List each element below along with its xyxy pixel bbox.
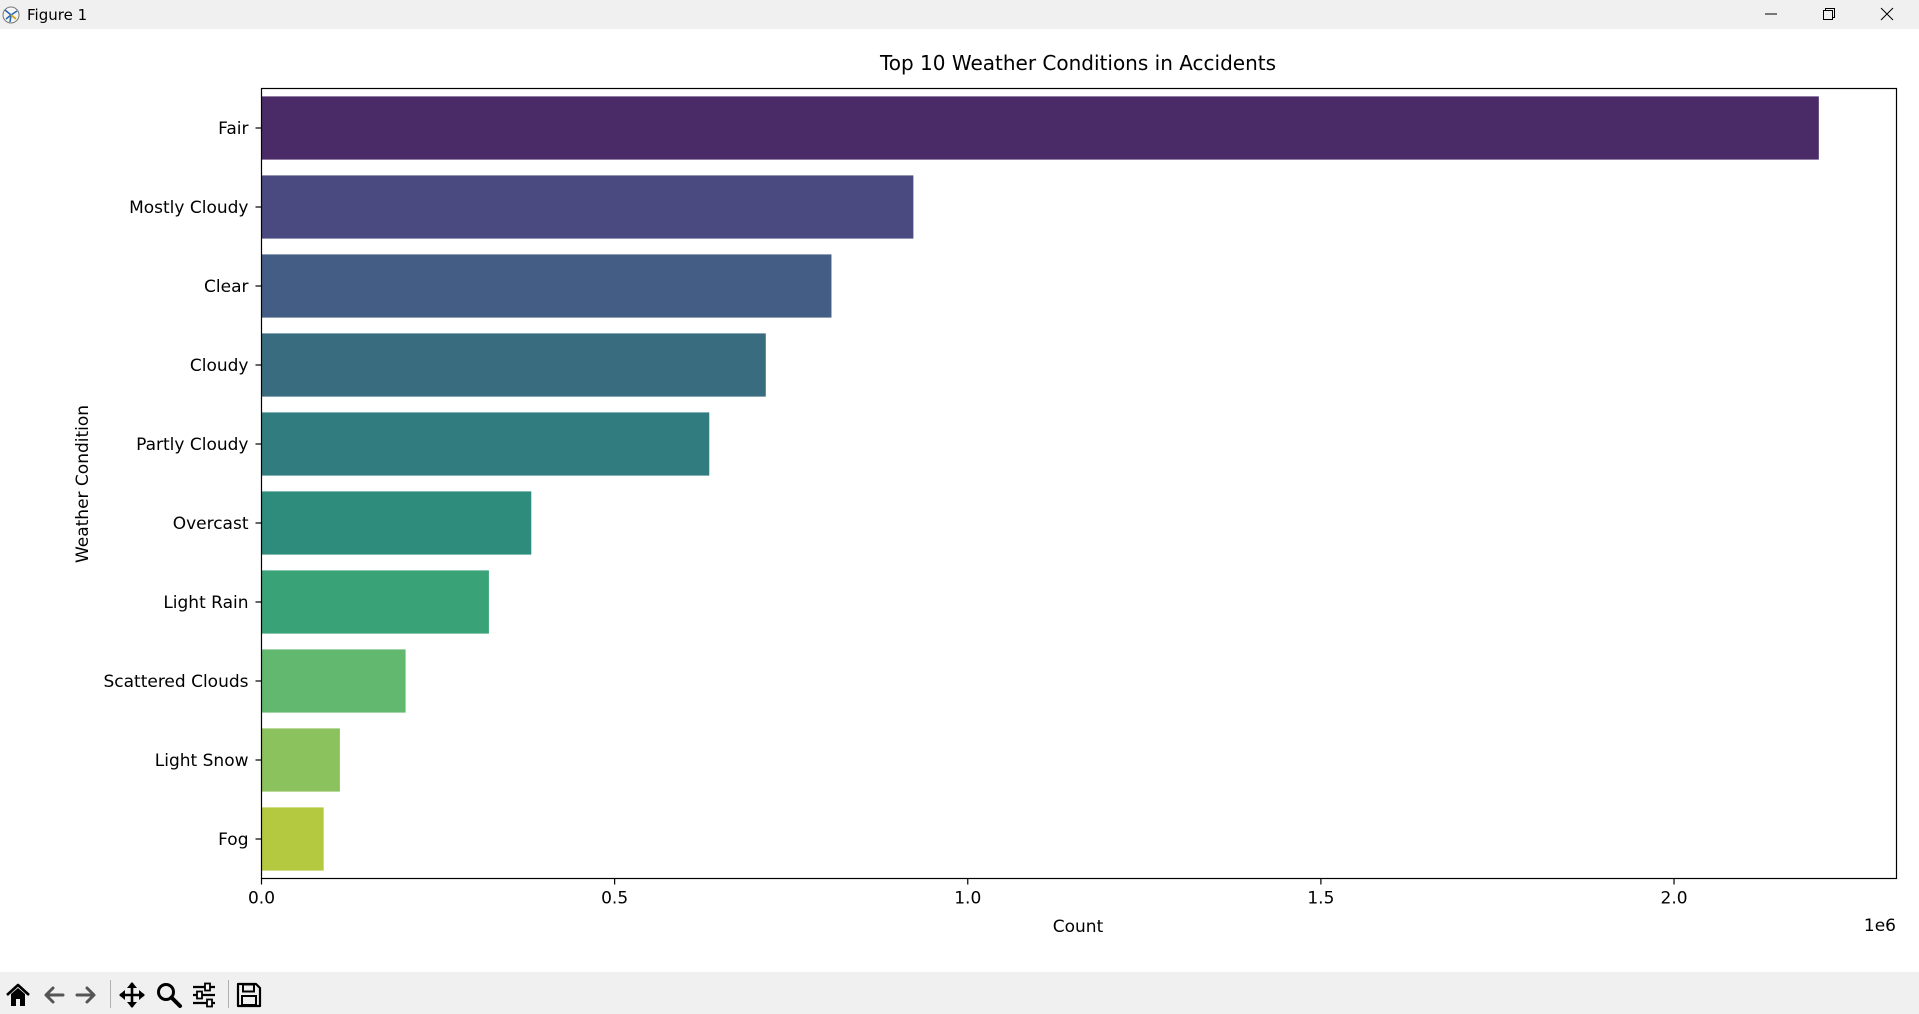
close-button[interactable]	[1858, 0, 1916, 29]
back-icon	[44, 986, 65, 1004]
bar	[261, 412, 710, 476]
bar	[261, 649, 406, 713]
y-tick-label: Fair	[218, 119, 248, 139]
bar	[261, 175, 914, 239]
save-button[interactable]	[235, 981, 263, 1009]
y-tick-label: Scattered Clouds	[103, 672, 248, 692]
configure-subplots-icon	[193, 982, 215, 1008]
pan-icon	[119, 982, 145, 1008]
y-axis-label: Weather Condition	[73, 405, 93, 563]
x-axis-offset-text: 1e6	[1864, 916, 1896, 936]
x-tick-label: 1.0	[954, 889, 981, 909]
x-tick-label: 0.0	[248, 889, 275, 909]
zoom-icon	[157, 983, 182, 1008]
toolbar-separator	[110, 980, 111, 1008]
forward-button[interactable]	[72, 981, 100, 1009]
bar	[261, 254, 832, 318]
x-axis-label: Count	[1053, 917, 1104, 937]
restore-icon	[1823, 8, 1835, 20]
app-icon	[2, 6, 20, 24]
bar-chart: Top 10 Weather Conditions in Accidents F…	[73, 51, 1898, 937]
chart-title: Top 10 Weather Conditions in Accidents	[879, 51, 1276, 75]
x-tick-label: 1.5	[1307, 889, 1334, 909]
home-icon	[6, 983, 30, 1006]
y-tick-label: Cloudy	[190, 356, 249, 376]
minimize-button[interactable]	[1742, 0, 1800, 29]
configure-subplots-button[interactable]	[190, 981, 218, 1009]
home-button[interactable]	[4, 981, 32, 1009]
y-tick-label: Partly Cloudy	[136, 435, 248, 455]
zoom-button[interactable]	[155, 981, 183, 1009]
forward-icon	[75, 986, 96, 1004]
x-tick-label: 2.0	[1661, 889, 1688, 909]
y-tick-label: Light Snow	[155, 751, 249, 771]
window-title-bar: Figure 1	[0, 0, 1919, 29]
navigation-toolbar	[0, 972, 1919, 1014]
figure-canvas: Top 10 Weather Conditions in Accidents F…	[0, 29, 1919, 972]
window-title: Figure 1	[27, 6, 88, 24]
y-tick-label: Fog	[218, 830, 248, 850]
bar	[261, 570, 489, 634]
bar	[261, 333, 766, 397]
back-button[interactable]	[40, 981, 68, 1009]
plot-frame	[260, 87, 1898, 880]
y-tick-label: Clear	[204, 277, 248, 297]
toolbar-separator	[228, 980, 229, 1008]
bar	[261, 728, 340, 792]
minimize-icon	[1765, 13, 1777, 15]
save-icon	[236, 982, 262, 1008]
x-tick-label: 0.5	[601, 889, 628, 909]
bar	[261, 491, 532, 555]
bar	[261, 96, 1819, 160]
pan-button[interactable]	[118, 981, 146, 1009]
restore-button[interactable]	[1800, 0, 1858, 29]
bar	[261, 807, 324, 871]
y-tick-label: Overcast	[173, 514, 249, 534]
y-tick-label: Mostly Cloudy	[129, 198, 248, 218]
y-tick-label: Light Rain	[163, 593, 248, 613]
close-icon	[1880, 7, 1894, 21]
